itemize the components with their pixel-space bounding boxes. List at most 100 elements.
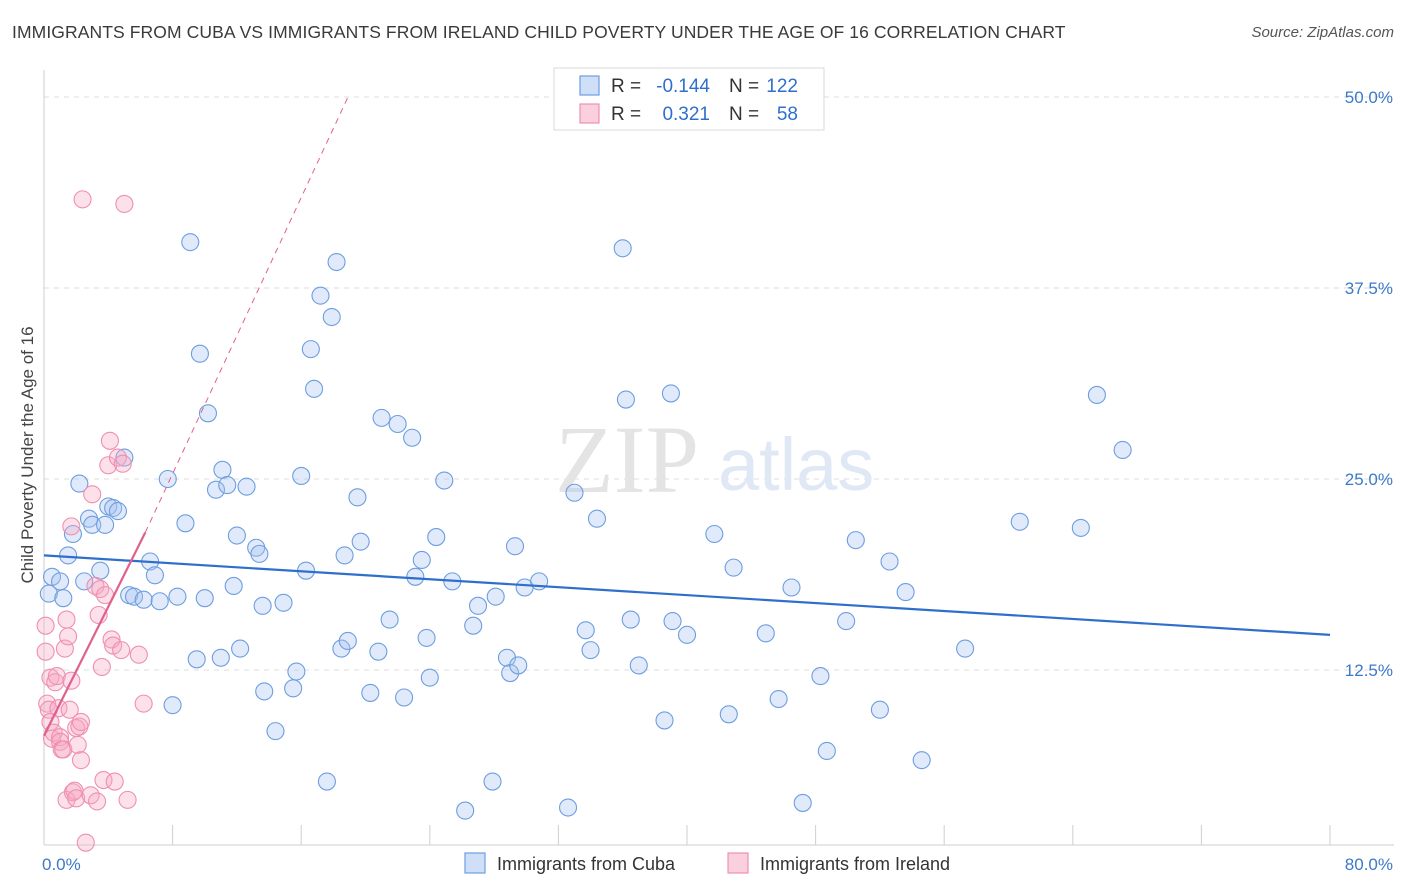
cuba-point-30 [198,404,218,423]
cuba-point-105 [811,667,830,686]
cuba-point-70 [420,668,439,687]
x-tick-label-1: 80.0% [1345,855,1393,874]
cuba-point-117 [1113,440,1132,460]
cuba-point-76 [468,596,488,615]
cuba-point-17 [124,587,144,606]
ireland-point-52 [134,694,153,713]
cuba-point-49 [301,340,320,359]
cuba-point-116 [1087,385,1106,405]
ireland-point-25 [67,789,86,808]
cuba-point-44 [274,593,293,612]
cuba-point-7 [75,572,94,591]
cuba-point-63 [380,610,399,629]
ireland-point-19 [60,700,79,719]
cuba-point-72 [435,471,454,490]
ireland-point-18 [59,627,78,646]
y-axis-label: Child Poverty Under the Age of 16 [18,326,37,583]
cuba-point-15 [115,448,134,467]
cuba-point-50 [305,379,324,398]
cuba-point-108 [846,531,865,550]
y-tick-label-3: 50.0% [1345,88,1393,107]
cuba-point-77 [483,772,502,791]
ireland-point-28 [71,751,91,770]
ireland-point-33 [83,485,102,504]
cuba-point-35 [224,576,243,596]
cuba-point-34 [218,476,237,495]
ireland-point-35 [87,792,107,811]
ireland-point-8 [46,673,65,692]
ireland-point-20 [62,517,81,536]
cuba-point-26 [181,233,200,252]
ireland-point-1 [36,642,55,661]
legend-n-label-cuba: N = [729,76,759,97]
cuba-point-102 [769,689,788,709]
y-tick-labels: 12.5% 25.0% 37.5% 50.0% [1345,88,1393,680]
cuba-point-47 [292,466,311,485]
legend-n-value-cuba: 122 [766,76,798,97]
cuba-point-94 [655,711,674,730]
bottom-legend-label-ireland: Immigrants from Ireland [760,854,950,874]
ireland-point-50 [118,790,137,809]
legend-r-value-ireland: 0.321 [662,104,710,125]
chart-source: Source: ZipAtlas.com [1251,24,1394,41]
cuba-point-66 [403,428,422,447]
ireland-point-49 [115,194,134,214]
cuba-point-111 [896,583,915,602]
cuba-point-114 [1010,512,1029,531]
cuba-point-93 [629,656,648,675]
cuba-point-27 [187,650,206,669]
cuba-point-31 [206,480,226,499]
cuba-point-68 [412,550,431,570]
cuba-point-103 [782,578,801,597]
cuba-point-24 [168,587,187,606]
cuba-point-57 [338,631,357,651]
cuba-point-88 [581,641,600,660]
legend-r-label-ireland: R = [611,104,641,125]
legend-r-value-cuba: -0.144 [656,76,710,97]
cuba-point-115 [1071,518,1090,537]
cuba-point-69 [417,628,436,647]
cuba-point-67 [406,567,425,586]
watermark-atlas: atlas [718,423,874,506]
ireland-point-42 [100,431,119,450]
cuba-point-32 [211,648,230,667]
ireland-point-0 [36,616,55,635]
cuba-point-13 [104,498,123,518]
cuba-point-59 [351,532,370,551]
cuba-point-14 [108,502,127,521]
cuba-point-89 [587,509,607,528]
cuba-point-41 [253,596,272,615]
cuba-point-90 [613,239,632,258]
cuba-point-4 [59,546,78,565]
legend-swatch-cuba [579,75,600,96]
cuba-point-71 [427,528,446,547]
cuba-point-20 [145,566,164,585]
cuba-point-22 [158,469,177,489]
y-tick-label-0: 12.5% [1345,661,1393,680]
cuba-point-45 [284,679,303,698]
cuba-point-85 [558,798,578,817]
cuba-point-60 [361,683,380,702]
ireland-point-17 [57,610,76,629]
cuba-point-112 [912,751,931,770]
watermark-zip: ZIP [555,406,699,513]
legend-r-label-cuba: R = [611,76,641,97]
ireland-point-14 [54,740,73,759]
trend-lines [43,93,1331,737]
ireland-trend-line [43,531,147,737]
ireland-trend-extension [144,93,350,533]
cuba-point-21 [150,592,169,611]
cuba-point-40 [250,544,269,563]
cuba-point-3 [54,589,73,608]
cuba-point-101 [756,624,775,643]
cuba-point-74 [456,801,475,820]
cuba-point-37 [231,639,250,658]
cuba-point-98 [705,524,724,544]
cuba-point-113 [956,639,975,658]
ireland-point-26 [68,735,87,754]
cuba-point-46 [287,662,306,681]
cuba-point-11 [96,515,115,534]
legend-n-value-ireland: 58 [777,104,798,125]
ireland-point-38 [92,657,111,676]
cuba-point-91 [616,390,635,409]
